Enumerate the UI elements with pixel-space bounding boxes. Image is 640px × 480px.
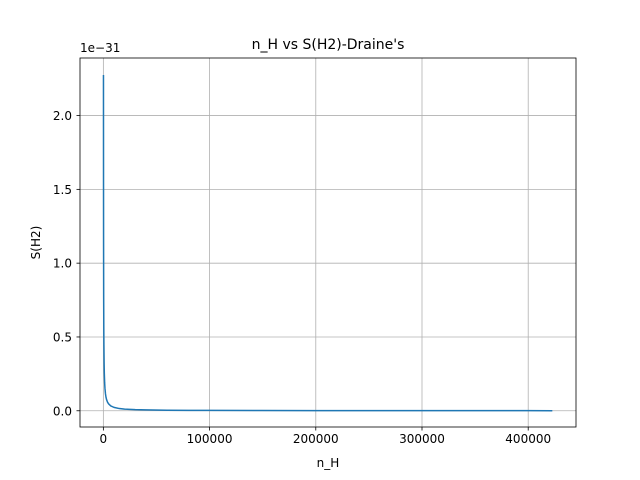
x-tick-label: 300000 xyxy=(399,432,445,446)
series-layer xyxy=(102,74,553,412)
y-axis: 0.0 0.5 1.0 1.5 2.0 xyxy=(53,109,80,418)
y-tick-label: 1.5 xyxy=(53,183,72,197)
x-tick-label: 200000 xyxy=(293,432,339,446)
y-tick-label: 1.0 xyxy=(53,257,72,271)
plot-area xyxy=(80,58,576,427)
y-tick-label: 2.0 xyxy=(53,109,72,123)
x-tick-label: 100000 xyxy=(187,432,233,446)
x-axis: 0 100000 200000 300000 400000 xyxy=(100,427,551,446)
chart-title: n_H vs S(H2)-Draine's xyxy=(252,37,405,53)
x-tick-label: 0 xyxy=(100,432,108,446)
y-tick-label: 0.0 xyxy=(53,404,72,418)
series-line-0 xyxy=(102,74,553,412)
x-axis-label: n_H xyxy=(317,456,340,470)
y-scale-offset: 1e−31 xyxy=(80,41,120,55)
x-tick-label: 400000 xyxy=(505,432,551,446)
y-tick-label: 0.5 xyxy=(53,330,72,344)
axes-frame xyxy=(79,57,577,428)
y-axis-label: S(H2) xyxy=(29,226,43,260)
